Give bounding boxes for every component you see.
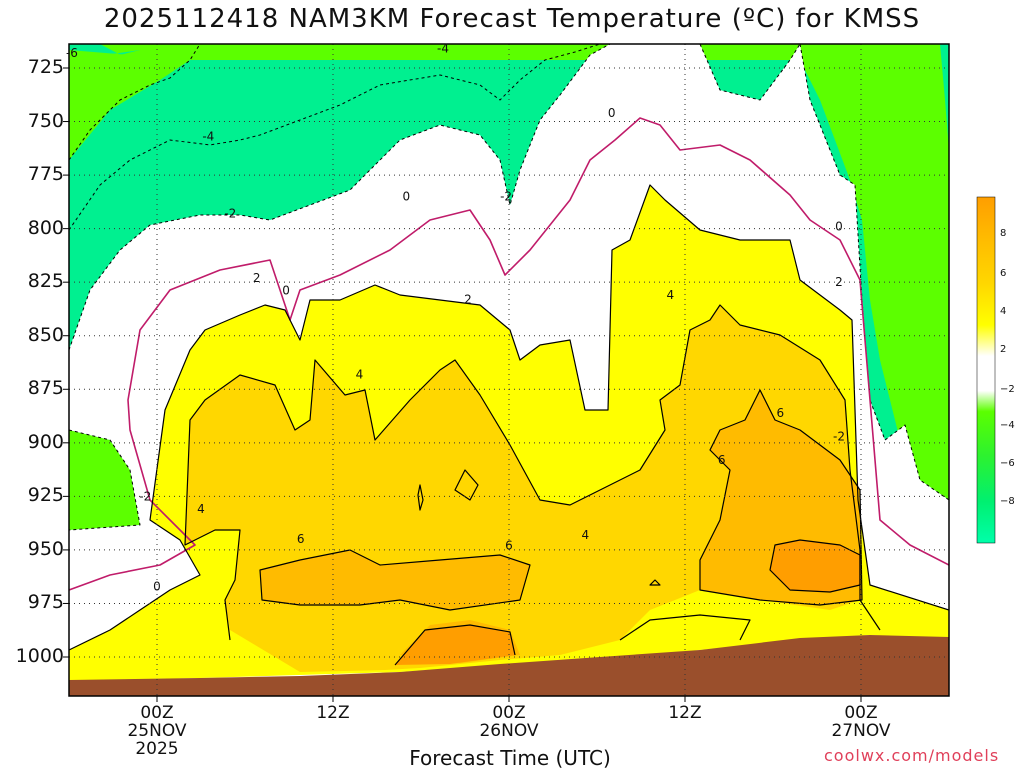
grid-lines: [69, 44, 949, 696]
contour-label: -2: [500, 190, 512, 204]
x-tick-time: 00Z: [492, 703, 526, 723]
contour-minus6: [69, 44, 201, 161]
colorbar-tick-label: 2: [1000, 343, 1007, 355]
contour-minus2-lower: [69, 429, 141, 531]
chart-title: 2025112418 NAM3KM Forecast Temperature (…: [103, 4, 921, 34]
contour-label: 6: [777, 406, 785, 420]
contour-4: [184, 304, 881, 641]
contour-label: 0: [153, 579, 161, 593]
contour-6-right: [699, 389, 863, 606]
contour-zero: [69, 117, 949, 591]
axis-ticks: [63, 67, 862, 702]
x-tick-label: 00Z 27NOV: [811, 704, 911, 740]
colorbar-tick-label: 6: [1000, 267, 1007, 279]
contour-label: 6: [718, 453, 726, 467]
contour-label: 0: [608, 106, 616, 120]
fill-orange-6-8: [260, 390, 862, 663]
contour-6-left: [259, 549, 531, 611]
contour-minus2: [69, 44, 611, 351]
y-tick-label: 925: [27, 484, 64, 507]
contour-label: 4: [356, 367, 364, 381]
contour-4-low: [619, 614, 751, 641]
x-tick-time: 00Z: [140, 703, 174, 723]
fill-green-minus6-minus2: [69, 44, 949, 530]
contour-label: 0: [403, 190, 411, 204]
contour-small-loop: [417, 469, 661, 586]
ground-surface: [69, 635, 949, 696]
contour-label: 2: [464, 292, 472, 306]
credit-link[interactable]: coolwx.com/models: [824, 746, 1000, 765]
contour-label: -4: [202, 130, 214, 144]
contour-label: -2: [224, 207, 236, 221]
x-tick-label: 12Z: [283, 704, 383, 722]
contour-8-left: [394, 624, 516, 666]
x-tick-label: 00Z 26NOV: [459, 704, 559, 740]
y-tick-label: 725: [27, 56, 64, 78]
contour-label: -4: [437, 42, 449, 56]
x-tick-date: 26NOV: [479, 721, 539, 741]
y-tick-label: 975: [27, 591, 64, 614]
y-tick-label: 850: [27, 323, 64, 346]
y-tick-label: 750: [27, 109, 64, 132]
contour-labels: -6 -4 -4 -2 -2 -2 -2 0 0 0 0 0 2 2 2 4 4 4 4 6 6 6 6: [66, 42, 845, 594]
contour-lines: [69, 44, 949, 666]
colorbar-tick-label: −8: [1000, 496, 1015, 508]
x-tick-date: 27NOV: [831, 721, 891, 741]
contour-label: 2: [835, 275, 843, 289]
contour-label: 4: [667, 288, 675, 302]
y-tick-label: 900: [27, 430, 64, 453]
contour-label: 4: [197, 502, 205, 516]
x-tick-year: 2025: [135, 739, 179, 759]
contour-label: 0: [282, 284, 290, 298]
fill-green-left: [69, 50, 190, 160]
colorbar-tick-label: −6: [1000, 458, 1015, 470]
colorbar-tick-label: 4: [1000, 305, 1007, 317]
x-tick-label: 12Z: [635, 704, 735, 722]
contour-label: -2: [833, 429, 845, 443]
x-tick-date: 25NOV: [127, 721, 187, 741]
colorbar-tick-label: −4: [1000, 420, 1015, 432]
contour-minus2-right: [699, 44, 949, 501]
y-tick-label: 775: [27, 163, 64, 186]
contour-label: 6: [505, 539, 513, 553]
contour-2: [69, 184, 949, 651]
fill-max-8: [395, 540, 860, 665]
y-tick-label: 825: [27, 270, 64, 293]
y-tick-label: 875: [27, 377, 64, 400]
x-tick-time: 12Z: [316, 703, 350, 723]
x-tick-time: 12Z: [668, 703, 702, 723]
contour-label: -2: [139, 489, 151, 503]
contour-label: 2: [253, 271, 261, 285]
contour-label: -6: [66, 46, 78, 60]
y-tick-label: 1000: [15, 645, 64, 667]
y-tick-label: 950: [27, 537, 64, 560]
y-tick-label: 800: [27, 216, 64, 239]
x-tick-time: 00Z: [844, 703, 878, 723]
colorbar-tick-label: −2: [1000, 383, 1015, 395]
contour-8-right: [769, 539, 861, 593]
x-axis-title: Forecast Time (UTC): [409, 746, 611, 768]
colorbar: [976, 196, 996, 544]
contour-label: 6: [297, 532, 305, 546]
contour-label: 4: [581, 528, 589, 542]
contour-label: 0: [835, 219, 843, 233]
x-tick-label: 00Z 25NOV 2025: [107, 704, 207, 758]
colorbar-tick-label: 8: [1000, 228, 1007, 240]
